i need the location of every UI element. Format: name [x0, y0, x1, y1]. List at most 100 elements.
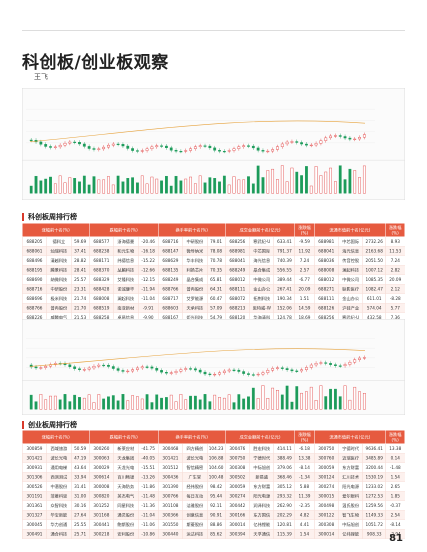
decor-candle	[251, 374, 255, 376]
table-body: 688205 德科立 59.69 688577 浙海德曼 -20.46 688716 中研股份…	[22, 236, 405, 332]
decor-candle	[334, 135, 337, 137]
table-cell: 688238	[88, 246, 114, 256]
table-cell: 2163.68	[362, 246, 386, 256]
decor-volume	[184, 178, 188, 194]
table-cell: -11.48	[137, 491, 159, 501]
table-cell: 广生堂	[182, 472, 208, 482]
table-cell: 688717	[157, 293, 183, 304]
table-cell: 300476	[224, 443, 250, 454]
decor-volume	[193, 395, 197, 410]
decor-volume	[198, 175, 202, 194]
table-cell: 267.41	[273, 284, 295, 294]
table-cell: 百川畅银	[113, 472, 138, 482]
table-cell: 中研股份	[182, 236, 208, 247]
table-cell: 300760	[313, 453, 339, 463]
table-cell: 70.35	[206, 265, 226, 275]
table-cell: -11.06	[137, 519, 159, 530]
table-cell: 天孚通信	[249, 529, 274, 539]
table-row: 688716 中研股份 23.31 688428 诺诚健华 -11.94 688766 普冉股…	[22, 284, 405, 294]
decor-volume	[189, 395, 192, 410]
decor-candle	[256, 373, 260, 376]
decor-volume	[189, 176, 192, 194]
decor-candle	[314, 143, 318, 146]
decor-volume	[213, 178, 217, 194]
table-cell: -12.15	[137, 274, 159, 285]
decor-volume	[49, 395, 52, 410]
table-cell: 300468	[157, 443, 183, 454]
table-cell: 诺诚健华	[113, 284, 138, 294]
market-screenshot	[22, 88, 405, 200]
decor-candle	[184, 150, 188, 152]
decor-candle	[353, 138, 357, 140]
decor-candle	[169, 147, 173, 151]
table-cell: 通用电梯	[46, 462, 72, 473]
decor-volume	[140, 175, 144, 194]
decor-candle	[68, 364, 72, 367]
table-cell: 利扬芯片	[182, 265, 208, 275]
table-cell: 和元生物	[113, 246, 138, 256]
table-cell: 31.41	[70, 481, 90, 492]
table-cell: 688256	[224, 236, 250, 247]
column-header: 涨跌幅(%)	[385, 430, 406, 444]
table-cell: 301421	[157, 453, 183, 463]
decor-candle	[179, 369, 183, 372]
table-cell: -15.22	[137, 255, 159, 266]
table-cell: 南亚新材	[113, 303, 138, 313]
table-cell: 300014	[224, 519, 250, 530]
table-cell: 688135	[157, 265, 183, 275]
decor-candle	[184, 368, 188, 370]
table-cell: 晶合集成	[182, 274, 208, 285]
table-cell: 688147	[157, 246, 183, 256]
table-cell: 亿纬锂能	[338, 529, 363, 539]
decor-candle	[34, 366, 38, 369]
table-cell: 791.37	[273, 246, 295, 256]
table-cell: 金山办公	[249, 284, 274, 294]
decor-volume	[29, 394, 33, 410]
table-cell: 25.57	[70, 274, 90, 285]
table-cell: 33.94	[70, 472, 90, 482]
decor-volume	[358, 177, 361, 194]
table-cell: 鲍斯股份	[113, 519, 138, 530]
decor-volume	[203, 394, 207, 410]
decor-candle	[362, 357, 366, 359]
decor-candle	[329, 363, 332, 365]
decor-volume	[121, 394, 125, 410]
table-cell: 华丰科技	[182, 255, 208, 266]
decor-candle	[290, 141, 294, 143]
table-cell: 300274	[224, 491, 250, 501]
decor-volume	[213, 394, 217, 410]
decor-candle	[203, 371, 207, 375]
decor-volume	[348, 168, 352, 194]
decor-volume	[271, 168, 275, 194]
decor-candle	[116, 368, 120, 371]
table-cell: 368.46	[273, 472, 295, 482]
table-cell: 300526	[22, 481, 47, 492]
decor-volume	[34, 401, 38, 410]
table-cell: 633.41	[273, 236, 295, 247]
table-cell: 浙海德曼	[113, 236, 138, 247]
decor-candle	[164, 372, 168, 374]
table-cell: 301252	[88, 500, 114, 511]
table-cell: 300498	[313, 500, 339, 511]
decor-volume	[111, 184, 115, 194]
table-cell: 688766	[22, 303, 47, 313]
decor-volume	[290, 401, 294, 410]
rule	[22, 30, 405, 31]
table-cell: -11.04	[137, 510, 159, 520]
decor-candle	[324, 362, 328, 364]
decor-volume	[251, 387, 255, 410]
table-cell: 华宝新能	[46, 510, 72, 520]
table-cell: 纳微科技	[46, 274, 72, 285]
table-cell: 中际旭创	[249, 462, 274, 473]
column-header: 流通市值前十名(亿元)	[313, 223, 386, 237]
table-cell: 688766	[157, 284, 183, 294]
decor-candle	[102, 146, 106, 150]
decor-volume	[237, 394, 241, 410]
table-cell: 100.48	[206, 472, 226, 482]
table-cell: 300750	[313, 443, 339, 454]
decor-candle	[140, 366, 144, 369]
decor-candle	[92, 366, 96, 369]
decor-volume	[338, 396, 342, 410]
decor-volume	[338, 165, 342, 194]
table-cell: 1233.02	[362, 481, 386, 492]
